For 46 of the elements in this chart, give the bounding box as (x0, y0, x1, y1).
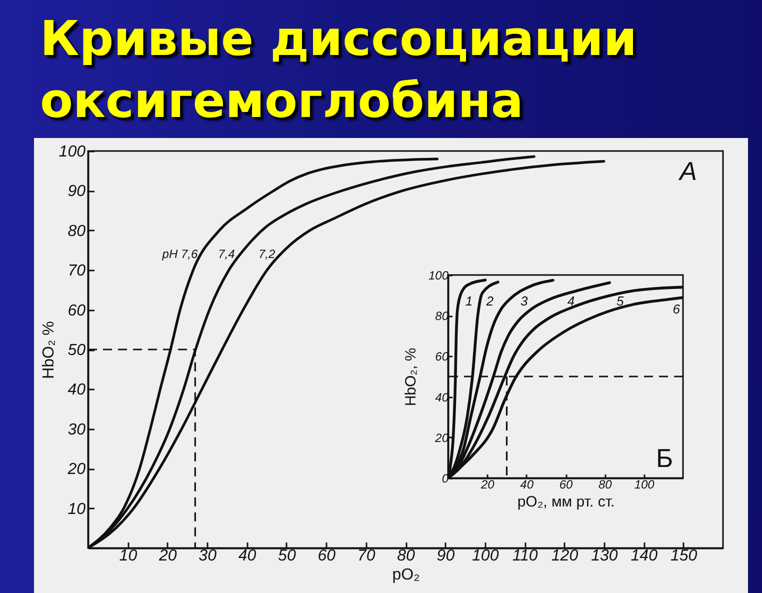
x-axis-title: pO₂ (392, 566, 420, 584)
chart-title: Кривые диссоциации оксигемоглобина (40, 10, 638, 131)
x-tick-label: 100 (634, 478, 655, 492)
y-tick-label: 40 (68, 382, 86, 399)
x-tick-label: 100 (472, 548, 499, 564)
x-tick-label: 120 (551, 548, 578, 564)
series-label: 4 (567, 293, 575, 308)
annotation: Б (656, 443, 673, 473)
x-tick-label: 50 (278, 548, 296, 564)
y-tick-label: 60 (68, 302, 86, 320)
x-tick-label: 60 (559, 478, 573, 492)
y-axis-title: HbO₂, % (402, 348, 420, 406)
y-tick-label: 100 (428, 268, 449, 282)
series-label: 2 (485, 293, 494, 308)
y-tick-label: 90 (68, 183, 86, 200)
x-tick-label: 40 (520, 478, 534, 492)
series-label: 7,4 (218, 247, 236, 262)
y-tick-label: 80 (68, 222, 86, 240)
x-tick-label: 40 (238, 548, 256, 564)
y-tick-label: 50 (68, 342, 86, 359)
series-label: 3 (520, 293, 528, 308)
x-tick-label: 10 (119, 548, 138, 564)
x-tick-label: 140 (630, 548, 658, 564)
y-tick-label: 70 (68, 262, 86, 280)
x-tick-label: 80 (397, 548, 415, 564)
annotation: A (678, 156, 697, 186)
y-tick-label: 10 (68, 500, 86, 518)
x-tick-label: 130 (591, 548, 618, 564)
y-tick-label: 30 (68, 421, 86, 438)
x-tick-label: 80 (598, 478, 612, 492)
x-axis-title: pO₂, мм рт. ст. (517, 494, 615, 510)
x-tick-label: 20 (158, 548, 177, 564)
series-label: 7,2 (258, 247, 276, 262)
series-label: pH 7,6 (161, 247, 198, 262)
x-tick-label: 20 (480, 478, 495, 492)
series-label: 6 (672, 302, 681, 317)
series-label: 1 (465, 293, 473, 308)
x-tick-label: 60 (318, 548, 336, 564)
x-tick-label: 30 (198, 548, 217, 564)
y-tick-label: 20 (66, 461, 86, 478)
y-tick-label: 100 (58, 144, 86, 160)
x-tick-label: 70 (357, 548, 376, 564)
y-axis-title: HbO₂ % (40, 321, 58, 379)
x-tick-label: 150 (670, 548, 698, 564)
series-label: 5 (616, 293, 625, 308)
x-tick-label: 110 (512, 548, 538, 564)
